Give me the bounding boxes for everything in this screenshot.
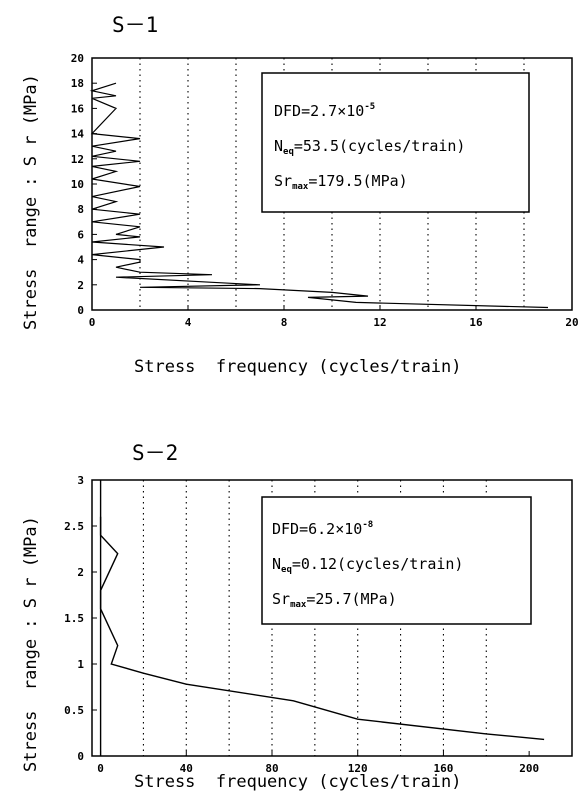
chart-s2-y-ticks: 0 0.5 1 1.5 2 2.5 3 [64, 474, 97, 763]
chart-s2: S－2 0 0.5 1 1.5 2 2.5 3 0 40 80 120 160 200 DFD=6.2… [21, 441, 573, 792]
chart-s1-y-tick-label: 18 [71, 77, 84, 90]
chart-s1-y-tick-label: 4 [77, 254, 84, 267]
chart-s1-srmax-text: Srmax=179.5(MPa) [274, 172, 408, 192]
chart-s2-y-tick-label: 1 [77, 658, 84, 671]
chart-s1-y-ticks: 0 2 4 6 8 10 12 14 16 18 20 [71, 52, 97, 317]
chart-s2-annotation-box [261, 496, 532, 625]
chart-s1-title: S－1 [112, 13, 158, 37]
chart-s2-x-axis-label: Stress frequency (cycles/train) [134, 772, 462, 792]
chart-s2-x-tick-label: 40 [180, 762, 193, 775]
chart-s1-x-tick-label: 0 [89, 316, 96, 329]
chart-s1-x-tick-label: 8 [281, 316, 288, 329]
chart-s1: S－1 0 2 4 6 8 10 12 14 16 18 20 0 4 8 12 16 20 DFD=2.7×… [21, 13, 579, 377]
chart-s1-y-tick-label: 10 [71, 178, 84, 191]
chart-s2-x-tick-label: 200 [519, 762, 539, 775]
chart-s1-y-tick-label: 12 [71, 153, 84, 166]
chart-s1-y-tick-label: 16 [71, 102, 85, 115]
chart-s2-y-tick-label: 0.5 [64, 704, 84, 717]
chart-s2-series-line [99, 516, 545, 741]
chart-s1-x-axis-label: Stress frequency (cycles/train) [134, 357, 462, 377]
chart-s2-x-tick-label: 80 [265, 762, 278, 775]
chart-s1-x-ticks: 0 4 8 12 16 20 [89, 305, 579, 329]
chart-s1-dfd-text: DFD=2.7×10-5 [274, 102, 375, 120]
chart-s1-gridlines [139, 58, 525, 310]
chart-s1-x-tick-label: 20 [565, 316, 578, 329]
chart-s2-x-tick-label: 0 [97, 762, 104, 775]
chart-s1-y-tick-label: 20 [71, 52, 84, 65]
chart-s2-y-tick-label: 3 [77, 474, 84, 487]
chart-s1-y-tick-label: 6 [77, 228, 84, 241]
chart-s2-dfd-text: DFD=6.2×10-8 [272, 520, 373, 538]
chart-s2-title: S－2 [132, 441, 178, 465]
chart-s2-y-axis-label: Stress range : S r (MPa) [21, 516, 41, 772]
chart-s2-y-tick-label: 2.5 [64, 520, 84, 533]
chart-s2-neq-text: Neq=0.12(cycles/train) [272, 555, 463, 575]
chart-s1-y-tick-label: 2 [77, 279, 84, 292]
chart-s1-x-tick-label: 4 [185, 316, 192, 329]
chart-s1-y-axis-label: Stress range : S r (MPa) [21, 74, 41, 330]
chart-s2-x-tick-label: 120 [348, 762, 368, 775]
chart-s1-series-line [89, 82, 549, 309]
chart-s2-x-ticks: 0 40 80 120 160 200 [97, 751, 539, 775]
chart-s1-x-tick-label: 12 [373, 316, 386, 329]
chart-s2-x-tick-label: 160 [433, 762, 453, 775]
chart-s1-annotation-box [261, 72, 530, 213]
chart-s2-y-tick-label: 1.5 [64, 612, 84, 625]
chart-s2-y-tick-label: 2 [77, 566, 84, 579]
chart-s2-y-tick-label: 0 [77, 750, 84, 763]
chart-s1-y-tick-label: 8 [77, 203, 84, 216]
chart-s2-srmax-text: Srmax=25.7(MPa) [272, 590, 397, 610]
chart-s1-neq-text: Neq=53.5(cycles/train) [274, 137, 465, 157]
chart-s1-y-tick-label: 0 [77, 304, 84, 317]
chart-s1-x-tick-label: 16 [469, 316, 483, 329]
chart-s1-y-tick-label: 14 [71, 128, 85, 141]
